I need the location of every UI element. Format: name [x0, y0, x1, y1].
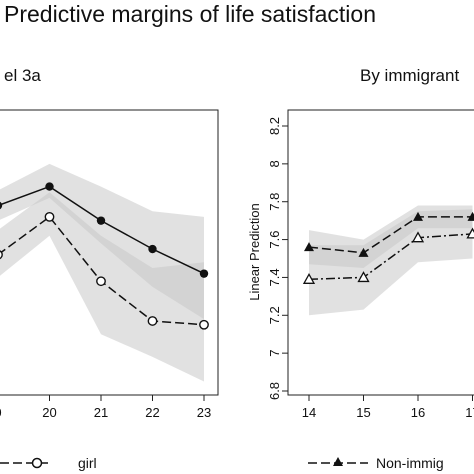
- right-series-1-point-1: [357, 271, 370, 283]
- right-y-tick-label-5: 7.8: [267, 193, 282, 211]
- left-panel-subtitle: el 3a: [4, 66, 41, 85]
- left-series-1-point-3: [147, 316, 158, 326]
- legend-item-non-immig: Non-immig: [308, 455, 444, 471]
- right-y-tick-label-6: 8: [267, 160, 282, 167]
- right-series-0-point-0: [304, 242, 314, 252]
- left-ci-band-1: [0, 192, 204, 382]
- right-x-tick-label-2: 16: [411, 405, 425, 420]
- right-series-1-point-0: [302, 272, 316, 284]
- right-y-tick-label-1: 7: [267, 350, 282, 357]
- right-series-line-0: [308, 216, 473, 254]
- right-ci-band-1: [309, 209, 473, 316]
- right-x-tick-label-3: 17: [465, 405, 474, 420]
- right-series-markers: [302, 211, 474, 284]
- right-series-line-1: [308, 233, 473, 281]
- left-x-tick-label-4: 23: [197, 405, 211, 420]
- left-series-0-point-2: [96, 216, 106, 225]
- right-series-lines: [308, 216, 473, 281]
- right-y-tick-label-7: 8.2: [267, 117, 282, 135]
- chart-title: Predictive margins of life satisfaction: [4, 1, 376, 27]
- right-series-1-point-3: [466, 227, 474, 239]
- right-y-tick-label-4: 7.6: [267, 231, 282, 249]
- right-ci-bands: [309, 205, 473, 316]
- right-y-tick-label-2: 7.2: [267, 306, 282, 324]
- legend: girl Non-immig: [0, 455, 444, 471]
- right-series-0-point-2: [413, 211, 423, 221]
- right-y-tick-label-3: 7.4: [267, 268, 282, 286]
- right-x-axis: 14 15 16 17: [302, 395, 474, 420]
- right-y-axis: 6.8 7 7.2 7.4 7.6 7.8 8 8.2: [267, 117, 288, 400]
- right-x-tick-label-1: 15: [356, 405, 370, 420]
- legend-label-non-immig: Non-immig: [376, 455, 444, 471]
- left-x-tick-label-1: 20: [42, 405, 56, 420]
- right-y-tick-label-0: 6.8: [267, 382, 282, 400]
- left-series-1-point-2: [96, 276, 106, 287]
- right-series-0-point-3: [467, 211, 474, 221]
- left-series-1-point-1: [44, 211, 55, 222]
- left-series-0-point-4: [199, 269, 209, 278]
- legend-swatch-girl-marker: [31, 457, 43, 469]
- right-y-axis-label: Linear Prediction: [247, 203, 262, 301]
- left-x-tick-label-0: 0: [0, 405, 2, 420]
- left-x-tick-label-3: 22: [145, 405, 159, 420]
- left-series-markers: [0, 182, 209, 330]
- left-series-1-point-4: [199, 319, 209, 330]
- right-x-tick-label-0: 14: [302, 405, 316, 420]
- left-series-1-point-0: [0, 250, 3, 260]
- left-x-axis: 0 20 21 22 23: [0, 395, 211, 420]
- left-series-0-point-3: [148, 244, 157, 254]
- legend-item-girl: girl: [0, 455, 97, 471]
- right-series-0-point-1: [358, 247, 369, 257]
- right-panel: By immigrant Linear Prediction 6.8 7 7.2 7.…: [247, 66, 474, 420]
- legend-label-girl: girl: [78, 455, 97, 471]
- legend-swatch-non-immig-marker: [333, 457, 343, 466]
- left-series-0-point-1: [45, 182, 54, 191]
- left-x-tick-label-2: 21: [94, 405, 108, 420]
- right-series-1-point-2: [411, 231, 425, 243]
- left-ci-bands: [0, 163, 204, 382]
- right-panel-subtitle: By immigrant: [360, 66, 459, 85]
- left-panel: el 3a 0 20 21 22 23: [0, 66, 219, 420]
- left-series-0-point-0: [0, 201, 3, 210]
